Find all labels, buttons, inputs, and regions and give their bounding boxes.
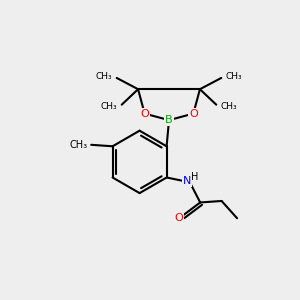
Text: O: O [189,109,198,118]
Text: CH₃: CH₃ [101,102,117,111]
Text: CH₃: CH₃ [226,72,242,81]
Text: CH₃: CH₃ [70,140,88,150]
Text: O: O [140,109,149,118]
Text: CH₃: CH₃ [221,102,237,111]
Text: H: H [191,172,199,182]
Text: O: O [174,213,183,223]
Text: B: B [165,115,173,125]
Text: CH₃: CH₃ [96,72,112,81]
Text: N: N [183,176,191,186]
